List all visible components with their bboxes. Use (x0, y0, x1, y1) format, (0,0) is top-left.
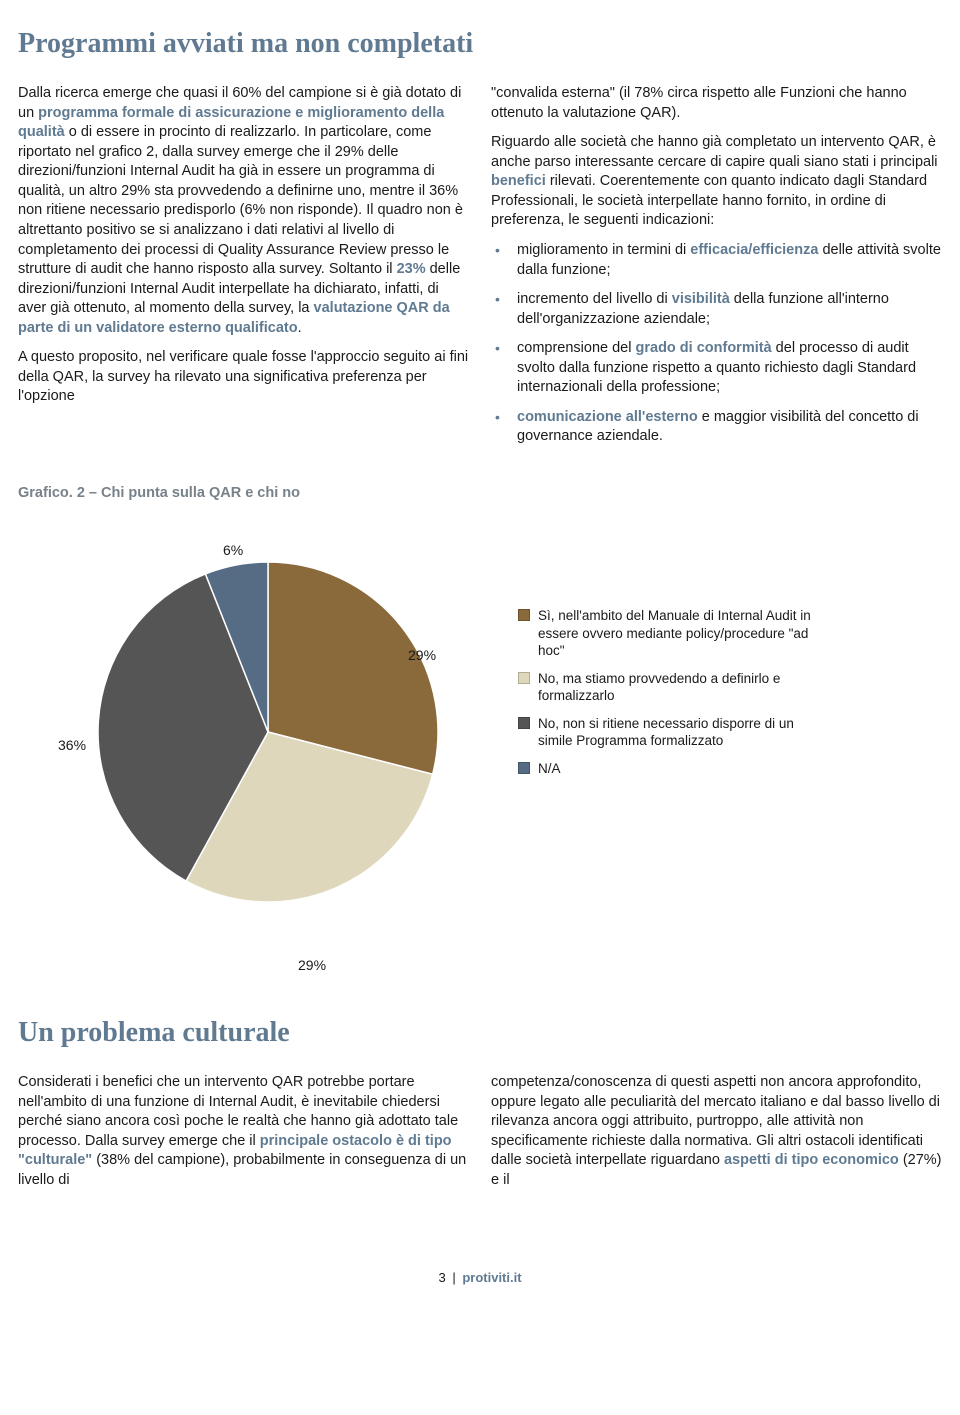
section2-left-col: Considerati i benefici che un intervento… (18, 1073, 469, 1200)
pie-svg (98, 562, 438, 902)
paragraph: A questo proposito, nel verificare quale… (18, 348, 469, 407)
text-run: . (298, 320, 302, 336)
text-run: 23% (397, 261, 426, 277)
section1-columns: Dalla ricerca emerge che quasi il 60% de… (18, 84, 942, 457)
footer-separator: | (449, 1270, 458, 1285)
benefit-list: miglioramento in termini di efficacia/ef… (491, 241, 942, 447)
section1-right-col: "convalida esterna" (il 78% circa rispet… (491, 84, 942, 457)
legend-item: No, ma stiamo provvedendo a definirlo e … (518, 670, 818, 705)
section2-right-col: competenza/conoscenza di questi aspetti … (491, 1073, 942, 1200)
chart-caption: Grafico. 2 – Chi punta sulla QAR e chi n… (18, 485, 942, 501)
text-run: miglioramento in termini di (517, 242, 690, 258)
page-footer: 3 | protiviti.it (18, 1270, 942, 1285)
text-run: rilevati. Coerentemente con quanto indic… (491, 173, 927, 228)
legend-item: N/A (518, 760, 818, 778)
text-run: incremento del livello di (517, 291, 672, 307)
section1-title: Programmi avviati ma non completati (18, 28, 942, 60)
legend-swatch (518, 672, 530, 684)
text-run: comunicazione all'esterno (517, 409, 698, 425)
text-run: visibilità (672, 291, 730, 307)
text-run: o di essere in procinto di realizzarlo. … (18, 124, 463, 277)
benefit-item: incremento del livello di visibilità del… (505, 290, 942, 329)
section1-left-col: Dalla ricerca emerge che quasi il 60% de… (18, 84, 469, 457)
text-run: grado di conformità (636, 340, 772, 356)
text-run: Riguardo alle società che hanno già comp… (491, 134, 938, 170)
paragraph: "convalida esterna" (il 78% circa rispet… (491, 84, 942, 123)
text-run: aspetti di tipo economico (724, 1152, 899, 1168)
section2-columns: Considerati i benefici che un intervento… (18, 1073, 942, 1200)
pie-slice-label: 36% (58, 737, 86, 753)
paragraph: Considerati i benefici che un intervento… (18, 1073, 469, 1190)
text-run: efficacia/efficienza (690, 242, 818, 258)
pie-chart-area: 29%29%36%6% Sì, nell'ambito del Manuale … (18, 507, 938, 957)
benefit-item: comprensione del grado di conformità del… (505, 339, 942, 398)
legend-item: No, non si ritiene necessario disporre d… (518, 715, 818, 750)
pie-slice-label: 6% (223, 542, 243, 558)
pie-chart: 29%29%36%6% (98, 562, 438, 902)
legend-label: N/A (538, 760, 561, 778)
legend-label: No, non si ritiene necessario disporre d… (538, 715, 818, 750)
text-run: A questo proposito, nel verificare quale… (18, 349, 468, 404)
text-run: "convalida esterna" (il 78% circa rispet… (491, 85, 907, 121)
legend-swatch (518, 609, 530, 621)
paragraph: Riguardo alle società che hanno già comp… (491, 133, 942, 231)
benefit-item: comunicazione all'esterno e maggior visi… (505, 408, 942, 447)
footer-brand: protiviti.it (462, 1270, 521, 1285)
paragraph: Dalla ricerca emerge che quasi il 60% de… (18, 84, 469, 338)
legend-swatch (518, 717, 530, 729)
legend-label: Sì, nell'ambito del Manuale di Internal … (538, 607, 818, 660)
pie-slice-label: 29% (298, 957, 326, 973)
pie-slice-label: 29% (408, 647, 436, 663)
paragraph: competenza/conoscenza di questi aspetti … (491, 1073, 942, 1190)
benefit-item: miglioramento in termini di efficacia/ef… (505, 241, 942, 280)
legend-swatch (518, 762, 530, 774)
text-run: benefici (491, 173, 546, 189)
page-number: 3 (438, 1270, 445, 1285)
legend-label: No, ma stiamo provvedendo a definirlo e … (538, 670, 818, 705)
section2-title: Un problema culturale (18, 1017, 942, 1049)
legend-item: Sì, nell'ambito del Manuale di Internal … (518, 607, 818, 660)
text-run: comprensione del (517, 340, 636, 356)
chart-legend: Sì, nell'ambito del Manuale di Internal … (518, 607, 818, 787)
